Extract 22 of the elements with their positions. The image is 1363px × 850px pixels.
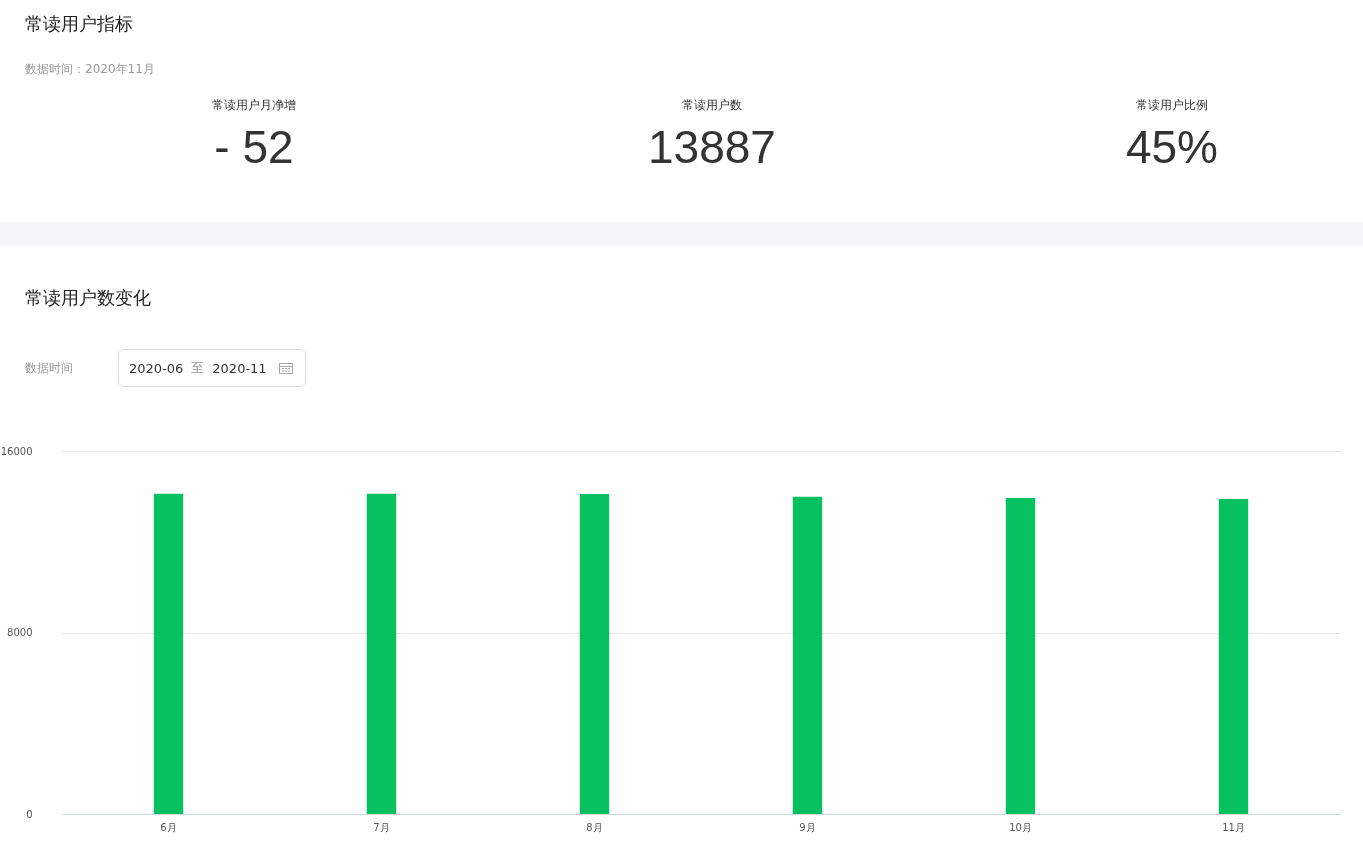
text: 2020-11 (212, 360, 267, 376)
x-tick-label: 11月 (1222, 821, 1245, 833)
y-tick-label: 8000 (7, 627, 33, 638)
y-tick-label: 0 (26, 808, 33, 820)
text: 至 (191, 359, 205, 377)
text: - 52 (213, 120, 295, 174)
y-tick-label: 16000 (0, 445, 33, 457)
text: 常读用户指标 (25, 12, 133, 36)
text: 45% (1124, 120, 1220, 174)
text: 常读用户月净增 (211, 97, 297, 114)
chart-title: 常读用户数变化 (25, 286, 151, 310)
x-tick-label: 8月 (586, 821, 603, 833)
text: 常读用户比例 (1135, 97, 1209, 114)
text: 数据时间：2020年11月 (25, 61, 155, 78)
x-tick-label: 9月 (799, 821, 816, 833)
text: 2020-06 (129, 360, 184, 376)
x-tick-label: 7月 (373, 821, 390, 833)
text: 13887 (647, 120, 777, 174)
x-tick-label: 10月 (1009, 821, 1032, 833)
text: 常读用户数 (681, 97, 743, 114)
text: 数据时间 (25, 360, 73, 377)
x-tick-label: 6月 (160, 821, 177, 833)
